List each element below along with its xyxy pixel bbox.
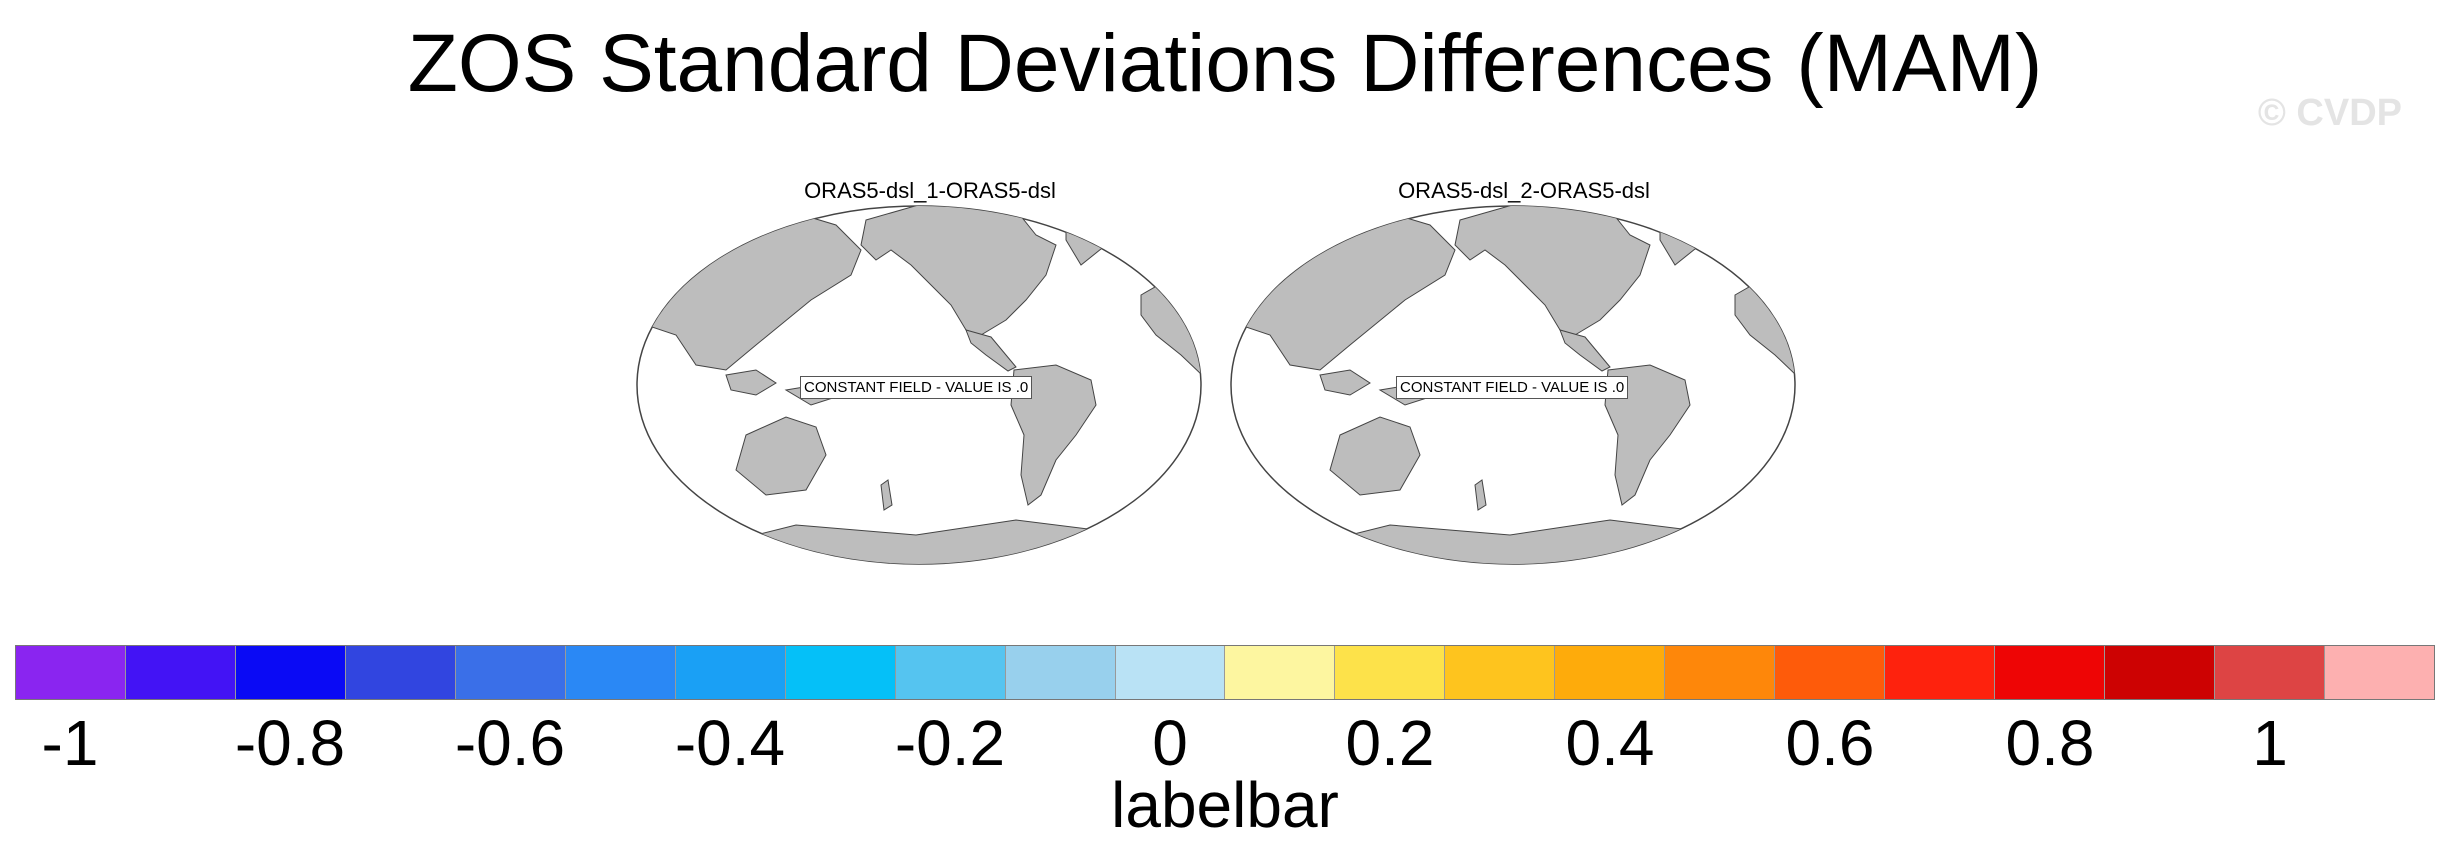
colorbar-box-20 [2215, 646, 2326, 699]
panel-1-constant-field-label: CONSTANT FIELD - VALUE IS .0 [800, 376, 1033, 399]
colorbar-tick-label: -1 [41, 707, 99, 779]
colorbar-box-12 [1335, 646, 1446, 699]
colorbar [15, 645, 2435, 700]
panel-2-title: ORAS5-dsl_2-ORAS5-dsl [1398, 178, 1650, 203]
colorbar-box-19 [2105, 646, 2216, 699]
colorbar-box-21 [2325, 646, 2434, 699]
colorbar-box-6 [675, 646, 786, 699]
colorbar-tick-label: -0.6 [454, 707, 566, 779]
colorbar-tick-label: 0 [1152, 707, 1188, 779]
copyright-watermark: © CVDP [2257, 92, 2402, 134]
colorbar-box-5 [565, 646, 676, 699]
colorbar-box-15 [1665, 646, 1776, 699]
colorbar-box-16 [1775, 646, 1886, 699]
colorbar-box-9 [1005, 646, 1116, 699]
colorbar-box-7 [785, 646, 896, 699]
colorbar-box-2 [235, 646, 346, 699]
colorbar-tick-label: 0.8 [2005, 707, 2095, 779]
colorbar-box-14 [1555, 646, 1666, 699]
colorbar-box-18 [1995, 646, 2106, 699]
panel-2-constant-field-label: CONSTANT FIELD - VALUE IS .0 [1396, 376, 1629, 399]
colorbar-title: labelbar [1111, 769, 1339, 841]
colorbar-box-4 [455, 646, 566, 699]
colorbar-box-17 [1885, 646, 1996, 699]
colorbar-tick-label: -0.2 [894, 707, 1006, 779]
colorbar-tick-label: -0.4 [674, 707, 786, 779]
colorbar-box-13 [1445, 646, 1556, 699]
colorbar-tick-label: 0.6 [1785, 707, 1875, 779]
colorbar-tick-label: -0.8 [234, 707, 346, 779]
figure-title: ZOS Standard Deviations Differences (MAM… [407, 18, 2043, 109]
colorbar-tick-label: 0.2 [1345, 707, 1435, 779]
colorbar-box-1 [125, 646, 236, 699]
panel-1-land [637, 206, 1201, 564]
colorbar-box-10 [1115, 646, 1226, 699]
colorbar-box-3 [345, 646, 456, 699]
colorbar-box-11 [1225, 646, 1336, 699]
colorbar-box-0 [16, 646, 126, 699]
colorbar-tick-label: 0.4 [1565, 707, 1655, 779]
colorbar-tick-label: 1 [2252, 707, 2288, 779]
panel-1-title: ORAS5-dsl_1-ORAS5-dsl [804, 178, 1056, 203]
colorbar-box-8 [895, 646, 1006, 699]
